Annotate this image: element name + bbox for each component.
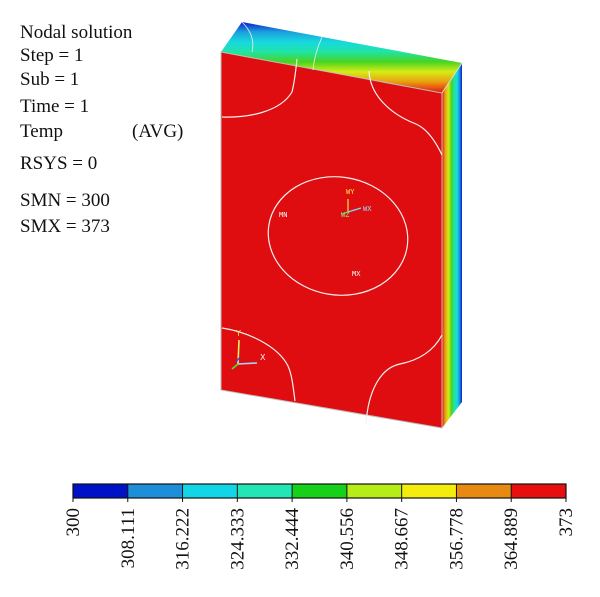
- legend-bin-7: [456, 484, 512, 498]
- legend-bin-0: [73, 484, 129, 498]
- legend-bin-2: [182, 484, 238, 498]
- wx-label: WX: [363, 205, 372, 213]
- rsys-value: RSYS = 0: [20, 153, 98, 174]
- legend-tick-label: 332.444: [282, 508, 303, 570]
- triad-y-label: Y: [235, 329, 241, 338]
- mn-label: MN: [279, 211, 287, 219]
- solution-title: Nodal solution: [20, 22, 133, 43]
- legend-bin-5: [346, 484, 403, 498]
- legend-tick-label: 300: [63, 508, 84, 537]
- sub-value: Sub = 1: [20, 69, 80, 90]
- legend-tick-label: 373: [556, 508, 577, 537]
- mx-label: MX: [352, 270, 361, 278]
- triad-x-label: X: [260, 353, 266, 362]
- smx-value: SMX = 373: [20, 216, 110, 237]
- legend-tick-label: 308.111: [118, 508, 139, 568]
- legend-tick-label: 316.222: [173, 508, 194, 570]
- temp-avg-mode: (AVG): [132, 121, 184, 142]
- legend-tick-label: 340.556: [337, 508, 358, 570]
- model-top-face: [221, 22, 462, 93]
- temp-quantity: Temp: [20, 121, 63, 142]
- smn-value: SMN = 300: [20, 190, 110, 211]
- legend-tick-label: 364.889: [501, 508, 522, 570]
- legend-tick-label: 348.667: [392, 508, 413, 570]
- node-labels: MN MX: [279, 211, 361, 278]
- legend-bin-4: [292, 484, 348, 498]
- model-side-face: [442, 63, 462, 428]
- model-viewport[interactable]: MN MX WY WZ WX Y X: [0, 0, 600, 440]
- step-value: Step = 1: [20, 45, 84, 66]
- temp-label: Temp (AVG): [20, 119, 183, 144]
- legend-bin-3: [237, 484, 293, 498]
- axis-triad: Y X: [231, 329, 266, 370]
- legend-bin-6: [401, 484, 457, 498]
- contour-lines: [221, 21, 443, 425]
- legend-tick-label: 356.778: [446, 508, 467, 570]
- legend-tick-label: 324.333: [227, 508, 248, 570]
- wcs-marker: WY WZ WX: [341, 188, 372, 219]
- legend-bin-8: [511, 484, 567, 498]
- model-front-face: [220, 51, 443, 429]
- wz-label: WZ: [341, 211, 349, 219]
- time-value: Time = 1: [20, 96, 90, 117]
- legend-bin-1: [127, 484, 184, 498]
- wy-label: WY: [346, 188, 355, 196]
